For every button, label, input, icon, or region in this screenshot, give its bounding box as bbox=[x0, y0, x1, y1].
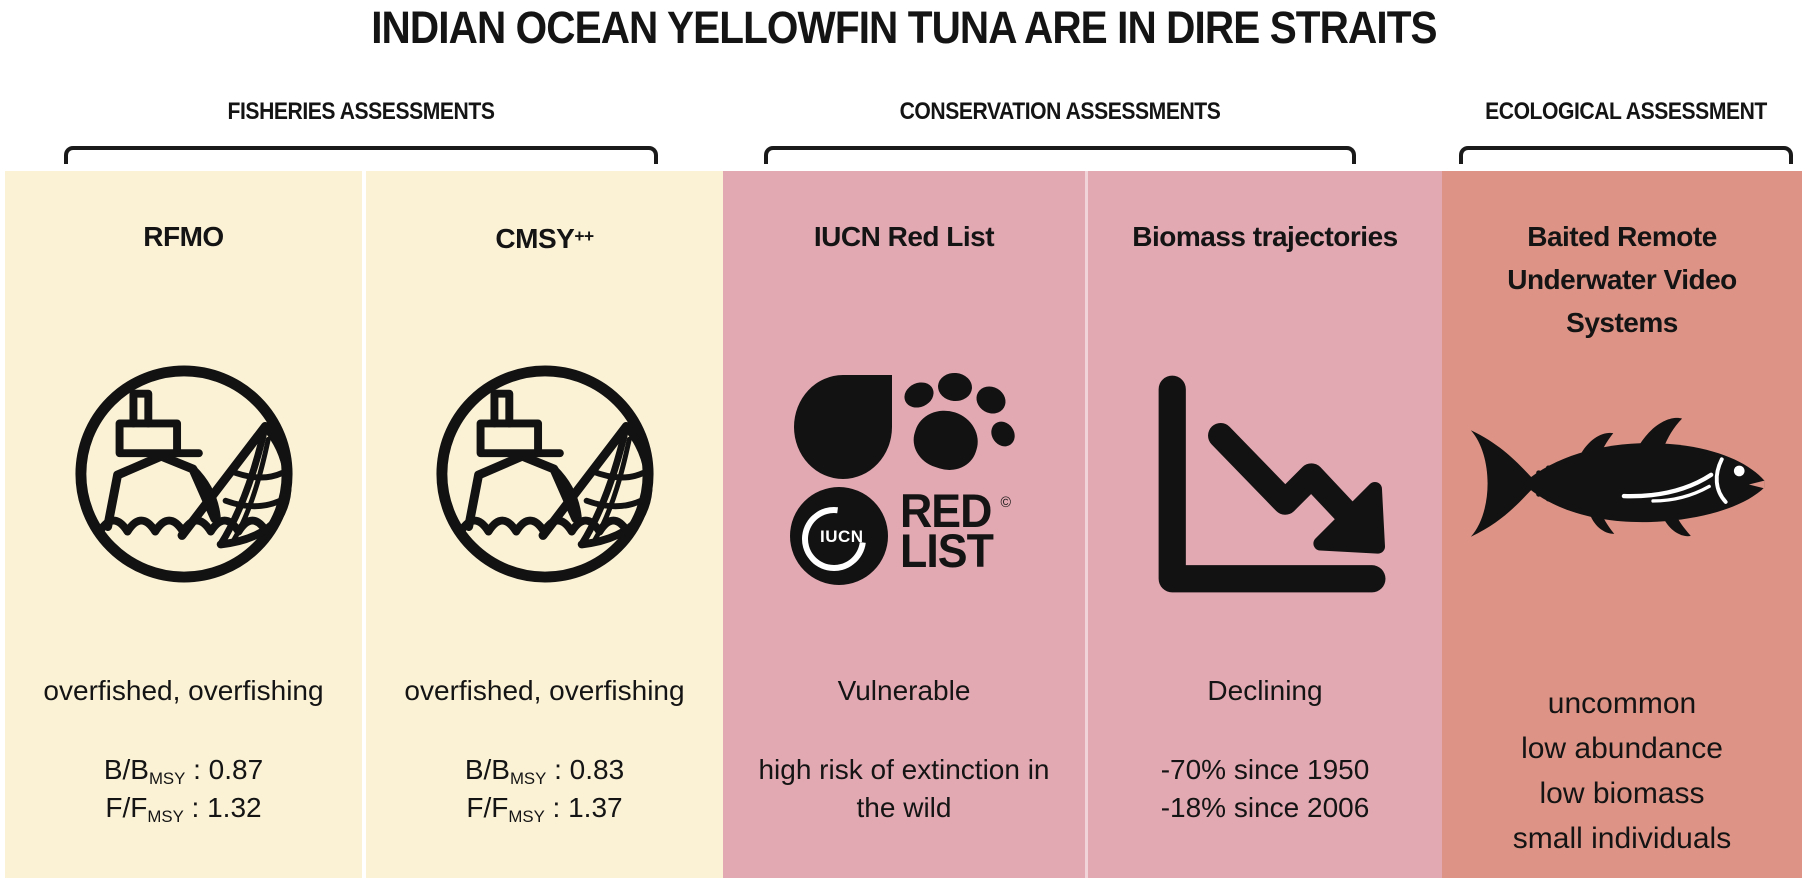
section-label-ecological: ECOLOGICAL ASSESSMENT bbox=[1485, 98, 1767, 125]
tuna-icon bbox=[1442, 409, 1802, 559]
iucn-red-list-logo: IUCN RED LIST © bbox=[723, 371, 1085, 591]
column-header: Biomass trajectories bbox=[1132, 221, 1398, 252]
copyright-mark: © bbox=[1000, 494, 1011, 511]
section-label-fisheries: FISHERIES ASSESSMENTS bbox=[227, 98, 495, 125]
fishing-vessel-icon bbox=[5, 356, 362, 591]
status-text: overfished, overfishing bbox=[43, 675, 324, 706]
red-list-wordmark: RED LIST © bbox=[900, 484, 1011, 577]
column-cmsy: CMSY++ overfished, overfishing B/BMSY : … bbox=[366, 171, 723, 878]
status-text: overfished, overfishing bbox=[404, 675, 685, 706]
detail-line: uncommon bbox=[1547, 687, 1697, 720]
metric-f-fmsy: F/FMSY : 1.32 bbox=[105, 792, 262, 826]
eco-findings: uncommon low abundance low biomass small… bbox=[1442, 681, 1802, 861]
iucn-wordmark: IUCN bbox=[820, 527, 864, 546]
metric-f-fmsy: F/FMSY : 1.37 bbox=[466, 792, 623, 826]
metric-b-bmsy: B/BMSY : 0.87 bbox=[103, 754, 264, 788]
column-header: CMSY++ bbox=[495, 223, 594, 254]
metric-b-bmsy: B/BMSY : 0.83 bbox=[464, 754, 625, 788]
bracket-conservation bbox=[764, 146, 1356, 164]
fishing-vessel-icon bbox=[366, 356, 723, 591]
detail-line: low biomass bbox=[1539, 777, 1705, 810]
column-biomass-trajectories: Biomass trajectories Declining -70% sinc… bbox=[1085, 171, 1442, 878]
column-header: RFMO bbox=[143, 221, 224, 252]
detail-line: -18% since 2006 bbox=[1160, 792, 1370, 823]
detail-line: high risk of extinction in bbox=[758, 754, 1050, 785]
column-header: IUCN Red List bbox=[813, 221, 995, 252]
status-text: Declining bbox=[1207, 675, 1323, 706]
column-bruvs: Baited Remote Underwater Video Systems u… bbox=[1442, 171, 1802, 878]
section-label-conservation: CONSERVATION ASSESSMENTS bbox=[899, 98, 1221, 125]
detail-line: small individuals bbox=[1512, 822, 1732, 855]
redlist-drop-shape bbox=[794, 375, 892, 479]
page-title: INDIAN OCEAN YELLOWFIN TUNA ARE IN DIRE … bbox=[370, 2, 1437, 53]
bracket-fisheries bbox=[64, 146, 658, 164]
detail-line: -70% since 1950 bbox=[1160, 754, 1370, 785]
paw-print-icon bbox=[900, 371, 1020, 479]
column-header: Baited Remote Underwater Video Systems bbox=[1507, 221, 1737, 338]
column-rfmo: RFMO overfished, overfishing B/BMSY : 0.… bbox=[5, 171, 362, 878]
bracket-ecological bbox=[1459, 146, 1793, 164]
detail-line: the wild bbox=[856, 792, 952, 823]
status-text: Vulnerable bbox=[837, 675, 971, 706]
column-iucn-red-list: IUCN Red List IUCN RED LIST © Vulnerable… bbox=[723, 171, 1085, 878]
detail-line: low abundance bbox=[1521, 732, 1723, 765]
iucn-seal: IUCN bbox=[789, 487, 888, 585]
declining-trend-icon bbox=[1088, 361, 1442, 606]
